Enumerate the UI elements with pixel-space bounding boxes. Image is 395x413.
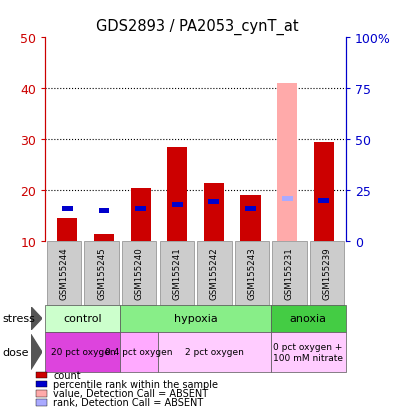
Polygon shape	[31, 335, 42, 370]
Text: GSM155244: GSM155244	[60, 247, 69, 299]
Bar	[208, 199, 219, 204]
Text: anoxia: anoxia	[290, 313, 327, 324]
Bar	[241, 196, 261, 242]
Text: GSM155242: GSM155242	[210, 247, 219, 299]
Text: GSM155240: GSM155240	[135, 247, 144, 299]
Text: count: count	[53, 370, 81, 380]
Text: GSM155239: GSM155239	[322, 247, 331, 299]
Text: 0.4 pct oxygen: 0.4 pct oxygen	[105, 348, 173, 356]
Text: 0 pct oxygen +
100 mM nitrate: 0 pct oxygen + 100 mM nitrate	[273, 342, 343, 362]
Bar	[245, 206, 256, 211]
Text: dose: dose	[2, 347, 28, 357]
Bar	[314, 142, 334, 242]
Text: control: control	[64, 313, 102, 324]
Text: rank, Detection Call = ABSENT: rank, Detection Call = ABSENT	[53, 397, 203, 407]
Text: 20 pct oxygen: 20 pct oxygen	[51, 348, 115, 356]
Bar	[204, 183, 224, 242]
Text: GSM155231: GSM155231	[285, 247, 294, 299]
Text: hypoxia: hypoxia	[174, 313, 217, 324]
Bar	[57, 219, 77, 242]
Text: GSM155241: GSM155241	[172, 247, 181, 299]
Bar	[167, 147, 187, 242]
Bar	[135, 206, 146, 211]
Text: 2 pct oxygen: 2 pct oxygen	[185, 348, 244, 356]
Bar	[62, 206, 73, 211]
Bar	[318, 198, 329, 204]
Bar	[94, 234, 114, 242]
Text: GSM155243: GSM155243	[247, 247, 256, 299]
Text: stress: stress	[2, 313, 35, 324]
Polygon shape	[31, 307, 42, 330]
Bar	[172, 202, 183, 207]
Text: value, Detection Call = ABSENT: value, Detection Call = ABSENT	[53, 388, 209, 398]
Text: percentile rank within the sample: percentile rank within the sample	[53, 379, 218, 389]
Bar	[98, 209, 109, 214]
Bar	[282, 196, 293, 202]
Text: GDS2893 / PA2053_cynT_at: GDS2893 / PA2053_cynT_at	[96, 19, 299, 35]
Bar	[130, 188, 150, 242]
Bar	[277, 84, 297, 242]
Text: GSM155245: GSM155245	[97, 247, 106, 299]
